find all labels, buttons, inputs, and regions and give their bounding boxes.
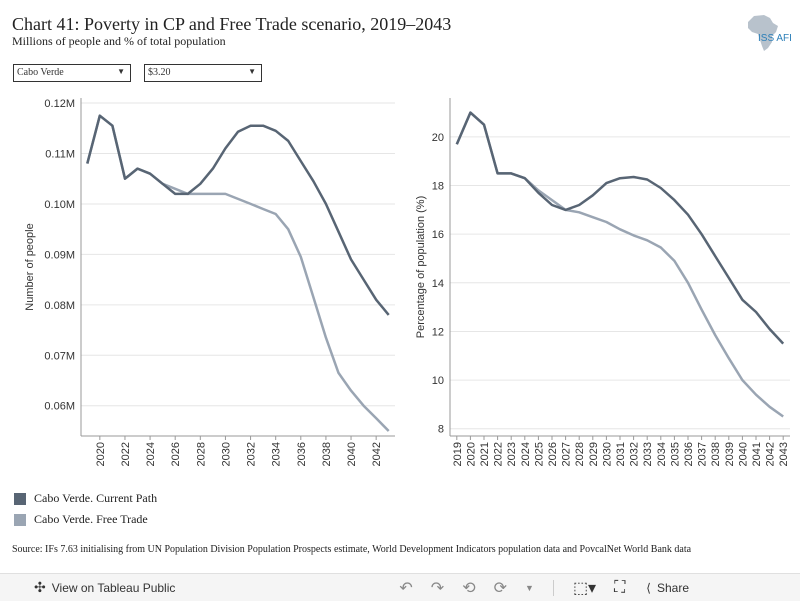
x-tick-label: 2038 — [710, 442, 722, 466]
x-tick-label: 2030 — [601, 442, 613, 466]
x-tick-label: 2024 — [520, 442, 532, 466]
y-tick-label: 18 — [432, 181, 444, 193]
y-tick-label: 10 — [432, 375, 444, 387]
legend: Cabo Verde. Current Path Cabo Verde. Fre… — [14, 488, 157, 530]
country-dropdown-value: Cabo Verde — [17, 67, 64, 78]
people-chart: 0.06M 0.07M 0.08M 0.09M 0.10M 0.11M 0.12M 2020 2… — [24, 98, 395, 466]
logo-text: ISS AFI — [758, 33, 792, 44]
series-line-current-path[interactable] — [455, 111, 785, 345]
view-on-tableau-link[interactable]: ✣ View on Tableau Public — [34, 579, 175, 596]
y-tick-label: 0.10M — [44, 199, 75, 211]
x-tick-label: 2023 — [506, 442, 518, 466]
share-label: Share — [656, 580, 690, 595]
x-tick-label: 2040 — [346, 442, 358, 466]
source-note: Source: IFs 7.63 initialising from UN Po… — [12, 544, 692, 555]
chart-title: Chart 41: Poverty in CP and Free Trade s… — [12, 14, 452, 34]
y-tick-label: 12 — [432, 326, 444, 338]
x-tick-label: 2039 — [724, 442, 736, 466]
y-tick-label: 0.06M — [44, 401, 75, 413]
chevron-down-icon[interactable]: ▼ — [525, 582, 534, 593]
legend-item-free-trade[interactable]: Cabo Verde. Free Trade — [14, 509, 157, 530]
x-tick-label: 2020 — [465, 442, 477, 466]
x-tick-label: 2024 — [145, 442, 157, 466]
series-line-current-path[interactable] — [86, 114, 390, 316]
x-tick-label: 2040 — [737, 442, 749, 466]
x-tick-label: 2034 — [656, 442, 668, 466]
x-tick-label: 2032 — [246, 442, 258, 466]
x-tick-label: 2036 — [296, 442, 308, 466]
toolbar-divider — [552, 579, 554, 596]
view-on-tableau-label: View on Tableau Public — [51, 580, 176, 595]
x-tick-label: 2042 — [765, 442, 777, 466]
x-tick-label: 2036 — [683, 442, 695, 466]
y-tick-label: 0.08M — [44, 300, 75, 312]
chevron-down-icon: ▼ — [248, 67, 256, 76]
chart-subtitle: Millions of people and % of total popula… — [12, 34, 226, 48]
x-tick-label: 2026 — [547, 442, 559, 466]
x-tick-label: 2037 — [697, 442, 709, 466]
x-tick-label: 2022 — [493, 442, 505, 466]
x-tick-label: 2028 — [195, 442, 207, 466]
x-tick-label: 2019 — [452, 442, 464, 466]
x-tick-label: 2030 — [220, 442, 232, 466]
x-tick-label: 2031 — [615, 442, 627, 466]
x-tick-label: 2020 — [95, 442, 107, 466]
fullscreen-icon[interactable]: ⛶ — [614, 578, 626, 596]
x-tick-label: 2029 — [588, 442, 600, 466]
legend-label: Cabo Verde. Free Trade — [34, 512, 148, 526]
legend-item-current-path[interactable]: Cabo Verde. Current Path — [14, 488, 157, 509]
x-tick-label: 2032 — [629, 442, 641, 466]
x-tick-label: 2042 — [371, 442, 383, 466]
x-tick-label: 2025 — [533, 442, 545, 466]
revert-icon[interactable]: ⟲ — [462, 579, 476, 597]
share-icon: ⟨ — [646, 580, 651, 595]
legend-swatch — [14, 492, 26, 505]
redo-icon[interactable]: ↷ — [430, 579, 445, 597]
chevron-down-icon: ▼ — [117, 67, 125, 76]
y-axis-label: Number of people — [24, 223, 36, 310]
x-tick-label: 2027 — [561, 442, 573, 466]
y-tick-label: 0.11M — [45, 148, 75, 160]
country-dropdown[interactable]: Cabo Verde ▼ — [13, 64, 131, 82]
tableau-toolbar: ✣ View on Tableau Public ↶ ↷ ⟲ ⟳ ▼ ⬚▾ ⛶ … — [0, 573, 800, 601]
undo-icon[interactable]: ↶ — [399, 579, 413, 597]
legend-label: Cabo Verde. Current Path — [34, 491, 158, 505]
x-tick-label: 2021 — [479, 442, 491, 466]
y-tick-label: 8 — [438, 424, 444, 436]
poverty-line-dropdown[interactable]: $3.20 ▼ — [144, 64, 262, 82]
y-tick-label: 20 — [432, 132, 444, 144]
y-tick-label: 0.07M — [44, 350, 75, 362]
x-tick-label: 2034 — [271, 442, 283, 466]
poverty-line-dropdown-value: $3.20 — [148, 67, 171, 78]
legend-swatch — [14, 513, 26, 526]
series-line-free-trade[interactable] — [86, 114, 390, 432]
africa-logo-icon: ISS AFI — [748, 15, 792, 51]
x-tick-label: 2033 — [642, 442, 654, 466]
tableau-logo-icon: ✣ — [34, 579, 46, 595]
x-tick-label: 2043 — [778, 442, 790, 466]
download-icon[interactable]: ⬚▾ — [572, 579, 597, 597]
y-tick-label: 16 — [432, 229, 444, 241]
series-line-free-trade[interactable] — [455, 111, 784, 418]
x-tick-label: 2035 — [669, 442, 681, 466]
x-tick-label: 2022 — [120, 442, 132, 466]
y-tick-label: 0.12M — [44, 98, 75, 110]
x-tick-label: 2038 — [321, 442, 333, 466]
refresh-icon[interactable]: ⟳ — [493, 579, 508, 597]
x-tick-label: 2041 — [751, 442, 763, 466]
x-tick-label: 2028 — [574, 442, 586, 466]
y-tick-label: 0.09M — [44, 249, 75, 261]
y-tick-label: 14 — [432, 278, 444, 290]
x-tick-label: 2026 — [170, 442, 182, 466]
share-button[interactable]: ⟨ Share — [646, 581, 689, 595]
y-axis-label: Percentage of population (%) — [415, 196, 427, 338]
